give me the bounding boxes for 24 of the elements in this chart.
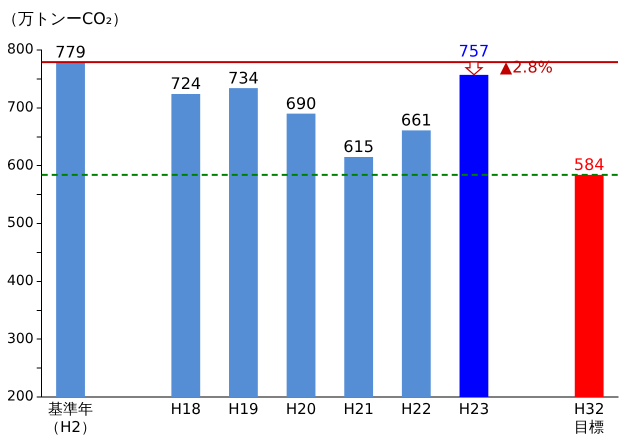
x-tick-label: H18 xyxy=(170,400,201,418)
data-label: 757 xyxy=(458,41,490,60)
x-tick-label: H21 xyxy=(343,400,374,418)
y-tick-label: 200 xyxy=(6,388,34,405)
x-tick-label: H20 xyxy=(286,400,316,418)
y-tick-label: 700 xyxy=(6,99,34,116)
x-tick-label: 基準年（H2） xyxy=(45,400,96,436)
y-tick-label: 800 xyxy=(6,42,34,58)
y-tick-label: 600 xyxy=(6,157,34,174)
x-tick-label: H32 目標 xyxy=(574,400,604,436)
x-tick-label: H19 xyxy=(228,400,259,418)
x-tick-label: H23 xyxy=(458,400,490,418)
y-axis-title: （万トンーCO₂） xyxy=(2,9,128,28)
y-tick-label: 400 xyxy=(6,272,34,289)
x-tick-label: H22 xyxy=(401,400,432,418)
data-label: 615 xyxy=(343,137,374,156)
y-tick-label: 500 xyxy=(6,215,34,232)
data-label: 724 xyxy=(170,74,202,94)
data-label: 661 xyxy=(401,110,432,130)
y-tick-label: 300 xyxy=(6,330,34,347)
data-label: 734 xyxy=(228,68,259,88)
data-label: 690 xyxy=(286,94,316,113)
data-label: 584 xyxy=(574,155,604,174)
data-label: 779 xyxy=(55,42,86,62)
